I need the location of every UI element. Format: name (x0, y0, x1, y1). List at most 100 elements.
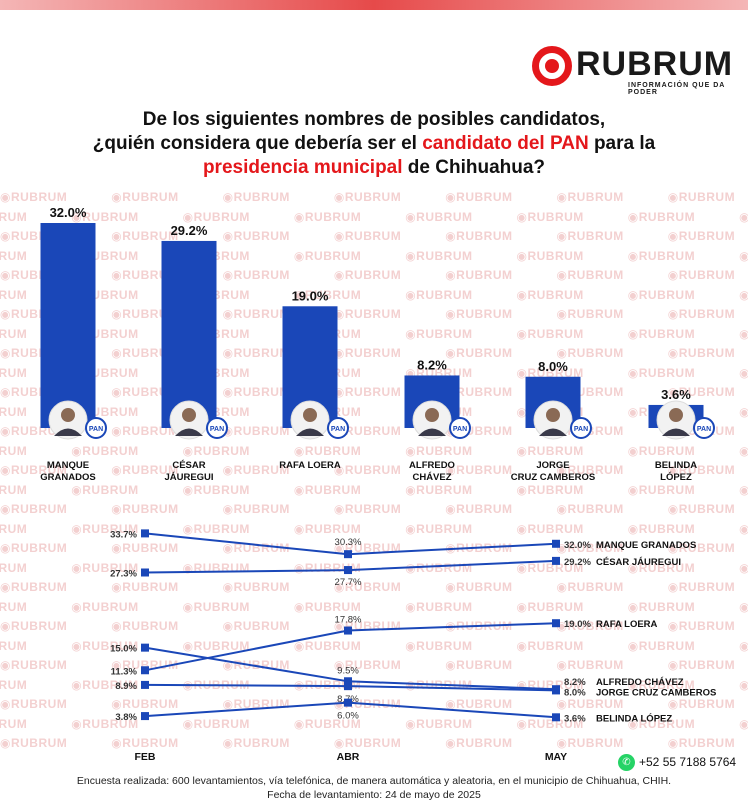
series-value-label: 30.3% (335, 537, 362, 548)
whatsapp-icon: ✆ (618, 753, 635, 771)
series-name-label: RAFA LOERA (596, 619, 658, 630)
series-value-label: 27.7% (335, 577, 362, 588)
bar-category-label: RAFA LOERA (279, 460, 341, 471)
candidate-photo-head (61, 408, 75, 422)
series-value-label: 15.0% (110, 644, 137, 655)
series-value-label: 33.7% (110, 529, 137, 540)
survey-date: Fecha de levantamiento: 24 de mayo de 20… (267, 789, 481, 801)
x-tick-label: MAY (545, 751, 567, 763)
series-value-label: 3.6% (564, 713, 586, 724)
series-point (552, 619, 560, 628)
candidate-photo-body (54, 428, 82, 436)
pan-badge-label: PAN (89, 426, 103, 433)
pan-badge-icon (693, 417, 715, 439)
series-name-label: CÉSAR JÁUREGUI (596, 557, 681, 568)
series-point (552, 539, 560, 548)
series-value-label: 32.0% (564, 540, 591, 551)
series-point (552, 686, 560, 695)
series-point (344, 566, 352, 575)
candidate-photo-head (546, 408, 560, 422)
series-value-label: 3.8% (115, 712, 137, 723)
series-name-label: BELINDA LÓPEZ (596, 712, 672, 724)
series-value-label: 11.3% (111, 666, 138, 677)
series-point (141, 680, 149, 689)
phone-number: +52 55 7188 5764 (639, 755, 737, 769)
candidate-photo-head (182, 408, 196, 422)
pan-badge-icon (449, 417, 471, 439)
pan-badge-label: PAN (574, 426, 588, 433)
bar-category-label: LÓPEZ (660, 471, 692, 483)
series-point (344, 682, 352, 691)
series-value-label: 19.0% (564, 619, 591, 630)
candidate-photo-body (418, 428, 446, 436)
title-line-1: De los siguientes nombres de posibles ca… (142, 109, 606, 130)
bar-category-label: JÁUREGUI (164, 472, 213, 483)
series-point (344, 677, 352, 686)
pan-badge-icon (327, 417, 349, 439)
series-name-label: ALFREDO CHÁVEZ (596, 677, 684, 688)
bar-category-label: BELINDA (655, 460, 697, 471)
bar-category-label: GRANADOS (40, 472, 95, 483)
bar (40, 223, 96, 428)
pan-badge-label: PAN (210, 426, 224, 433)
candidate-photo-head (303, 408, 317, 422)
bar-value-label: 8.0% (538, 359, 568, 374)
series-point (141, 568, 149, 577)
series-value-label: 17.8% (335, 615, 362, 626)
x-tick-label: FEB (135, 751, 156, 763)
chart-title: De los siguientes nombres de posibles ca… (30, 108, 718, 180)
title-highlight-pan: candidato del PAN (422, 133, 589, 154)
series-point (344, 550, 352, 559)
bar-value-label: 32.0% (50, 205, 87, 220)
series-point (141, 666, 149, 675)
pan-badge-icon (85, 417, 107, 439)
series-value-label: 8.2% (564, 677, 586, 688)
pan-badge-icon (206, 417, 228, 439)
bar-category-label: CÉSAR (172, 460, 205, 471)
footer-note: Encuesta realizada: 600 levantamientos, … (0, 774, 748, 802)
series-point (141, 529, 149, 538)
candidate-photo-body (296, 428, 324, 436)
candidate-photo-head (425, 408, 439, 422)
title-line-2: ¿quién considera que debería ser el cand… (92, 133, 656, 154)
candidate-photo-body (662, 428, 690, 436)
series-value-label: 8.0% (564, 687, 586, 698)
logo-ring-icon (532, 46, 572, 86)
bar (161, 240, 217, 428)
bar-category-label: MANQUE (47, 460, 89, 471)
series-point (552, 713, 560, 722)
series-name-label: JORGE CRUZ CAMBEROS (596, 687, 716, 698)
pan-badge-label: PAN (697, 426, 711, 433)
bar-value-label: 19.0% (292, 288, 329, 303)
bar-category-label: CHÁVEZ (412, 472, 451, 483)
top-color-strip (0, 0, 748, 10)
series-value-label: 27.3% (110, 568, 137, 579)
logo-wordmark: RUBRUM (576, 45, 734, 83)
series-name-label: MANQUE GRANADOS (596, 540, 696, 551)
x-tick-label: ABR (337, 751, 360, 763)
series-value-label: 9.5% (337, 665, 359, 676)
title-line-3: presidencia municipal de Chihuahua? (202, 157, 546, 178)
title-highlight-presidency: presidencia municipal (202, 157, 403, 178)
contact-phone: ✆ +52 55 7188 5764 (618, 753, 736, 771)
pan-badge-label: PAN (331, 426, 345, 433)
bar-value-label: 29.2% (171, 223, 208, 238)
series-value-label: 6.0% (337, 711, 359, 722)
candidate-photo-head (669, 408, 683, 422)
series-point (344, 626, 352, 635)
pan-badge-label: PAN (453, 426, 467, 433)
bar-category-label: JORGE (536, 460, 569, 471)
bar-value-label: 3.6% (661, 387, 691, 402)
series-value-label: 29.2% (564, 557, 591, 568)
survey-method: Encuesta realizada: 600 levantamientos, … (76, 775, 672, 787)
pan-badge-icon (570, 417, 592, 439)
candidate-photo-body (175, 428, 203, 436)
logo-tagline: INFORMACIÓN QUE DA PODER (628, 82, 726, 96)
rubrum-logo: RUBRUM INFORMACIÓN QUE DA PODER (532, 44, 742, 96)
bar-category-label: CRUZ CAMBEROS (511, 472, 595, 483)
series-point (344, 698, 352, 707)
bar-value-label: 8.2% (417, 357, 447, 372)
series-point (141, 712, 149, 721)
series-point (552, 556, 560, 565)
